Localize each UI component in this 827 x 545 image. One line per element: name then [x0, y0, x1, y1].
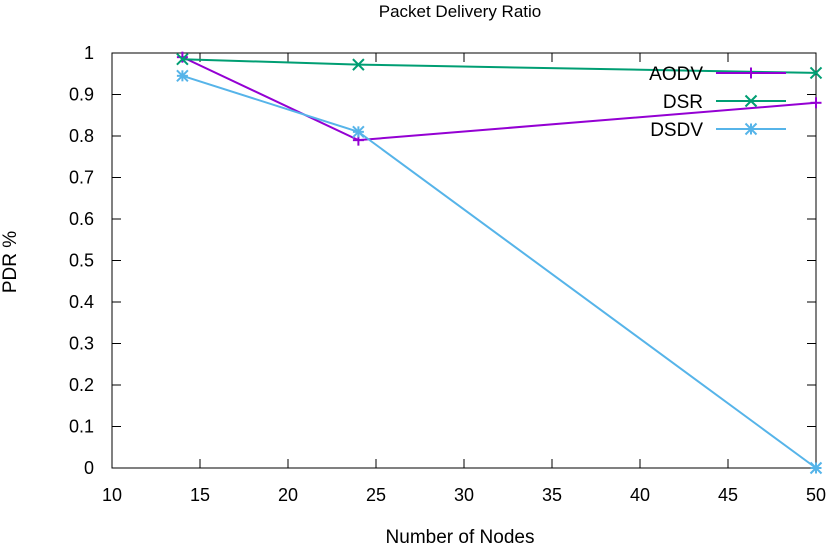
y-tick-label: 0.6 [69, 209, 94, 229]
legend: AODV DSR DSDV [649, 64, 786, 141]
x-tick-label: 15 [190, 485, 210, 505]
marker-stroke [809, 66, 823, 80]
y-tick-label: 0 [84, 458, 94, 478]
marker-stroke [176, 69, 189, 83]
y-tick-label: 1 [84, 43, 94, 63]
data-point-aodv [810, 97, 822, 109]
chart-title: Packet Delivery Ratio [379, 2, 542, 21]
x-tick-label: 35 [542, 485, 562, 505]
x-tick-label: 25 [366, 485, 386, 505]
marker-stroke [352, 58, 365, 71]
x-axis: 10 15 20 25 30 35 40 45 50 [102, 53, 826, 505]
data-point-dsr [176, 53, 189, 66]
y-axis: 0 0.1 0.2 0.3 0.4 0.5 0.6 0.7 0.8 0.9 1 [69, 43, 816, 478]
legend-label-dsr: DSR [663, 92, 703, 113]
series-line-dsdv [182, 74, 817, 469]
data-point-dsdv [352, 125, 365, 139]
legend-marker-dsr [744, 94, 758, 108]
series-line-dsr [182, 58, 817, 74]
y-tick-label: 0.5 [69, 251, 94, 271]
marker-stroke [744, 122, 758, 136]
legend-marker-dsdv [744, 122, 758, 136]
series-line-aodv [181, 56, 817, 142]
legend-label-aodv: AODV [649, 64, 703, 85]
legend-label-dsdv: DSDV [650, 120, 703, 141]
marker-stroke [352, 125, 365, 139]
data-point-dsdv [809, 461, 823, 475]
legend-marker-aodv [745, 67, 757, 79]
data-point-aodv [176, 51, 188, 63]
marker-stroke [744, 94, 758, 108]
y-axis-title: PDR % [0, 231, 21, 293]
x-tick-label: 20 [278, 485, 298, 505]
x-tick-label: 40 [630, 485, 650, 505]
y-tick-label: 0.8 [69, 126, 94, 146]
y-tick-label: 0.7 [69, 168, 94, 188]
y-tick-label: 0.2 [69, 375, 94, 395]
x-tick-label: 30 [454, 485, 474, 505]
y-tick-label: 0.3 [69, 334, 94, 354]
marker-stroke [809, 461, 823, 475]
marker-stroke [176, 53, 189, 66]
data-point-dsr [352, 58, 365, 71]
x-axis-title: Number of Nodes [386, 527, 535, 545]
data-point-dsdv [176, 69, 189, 83]
y-tick-label: 0.4 [69, 292, 94, 312]
x-tick-label: 10 [102, 485, 122, 505]
plot-area-frame [111, 52, 817, 469]
series-layer [176, 51, 823, 475]
x-tick-label: 45 [718, 485, 738, 505]
x-tick-label: 50 [806, 485, 826, 505]
data-point-dsr [809, 66, 823, 80]
y-tick-label: 0.9 [69, 85, 94, 105]
y-tick-label: 0.1 [69, 417, 94, 437]
